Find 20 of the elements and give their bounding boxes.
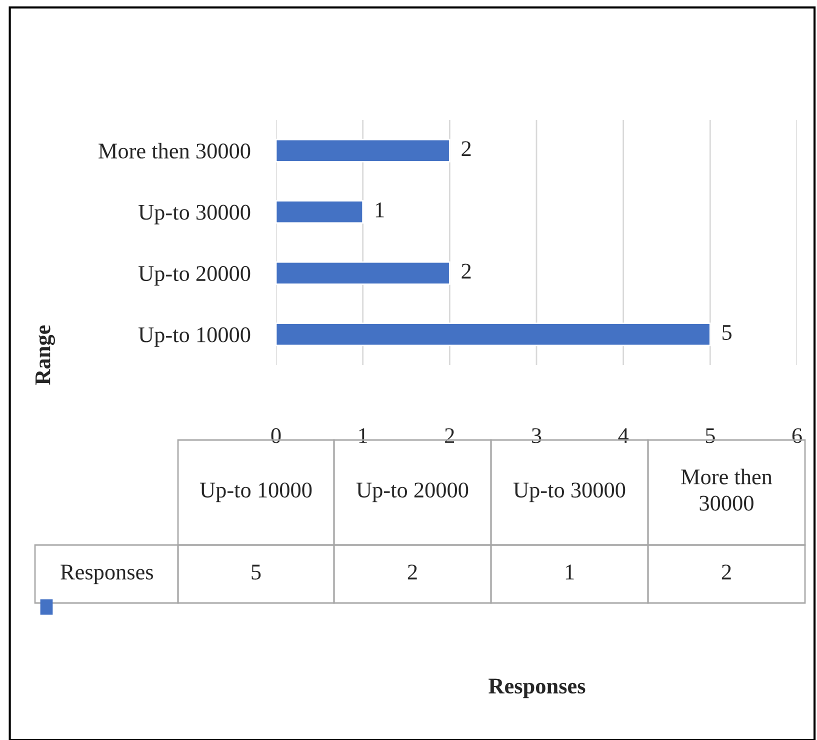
text: 1 <box>566 564 574 580</box>
category-label: Up-to 30000 <box>513 482 626 502</box>
text: 5 <box>252 564 261 580</box>
category-label: Up-to 10000 <box>200 482 312 502</box>
text: 2 <box>408 564 417 580</box>
text: Responses <box>60 564 154 584</box>
category-label: Up-to 20000 <box>356 482 468 502</box>
y-axis-title: Range <box>36 325 55 385</box>
data-label: 1 <box>376 202 384 218</box>
x-tick-label: 2 <box>445 428 454 443</box>
text: Responses <box>488 678 586 698</box>
text: 2 <box>722 564 731 580</box>
data-label: 2 <box>462 264 471 278</box>
y-tick-label: Up-to 10000 <box>138 327 250 347</box>
y-tick-label: Up-to 20000 <box>138 266 250 286</box>
y-tick-label: Up-to 30000 <box>138 204 250 224</box>
category-label: More then 30000 <box>681 468 772 511</box>
data-label: 2 <box>462 141 471 156</box>
y-tick-label: More then 30000 <box>98 142 250 159</box>
data-label: 5 <box>722 325 732 340</box>
